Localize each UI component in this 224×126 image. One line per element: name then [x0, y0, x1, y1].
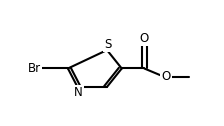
- Text: Br: Br: [28, 62, 41, 75]
- Text: O: O: [161, 70, 171, 83]
- Text: N: N: [74, 86, 83, 99]
- Text: O: O: [140, 32, 149, 45]
- Text: S: S: [104, 38, 112, 51]
